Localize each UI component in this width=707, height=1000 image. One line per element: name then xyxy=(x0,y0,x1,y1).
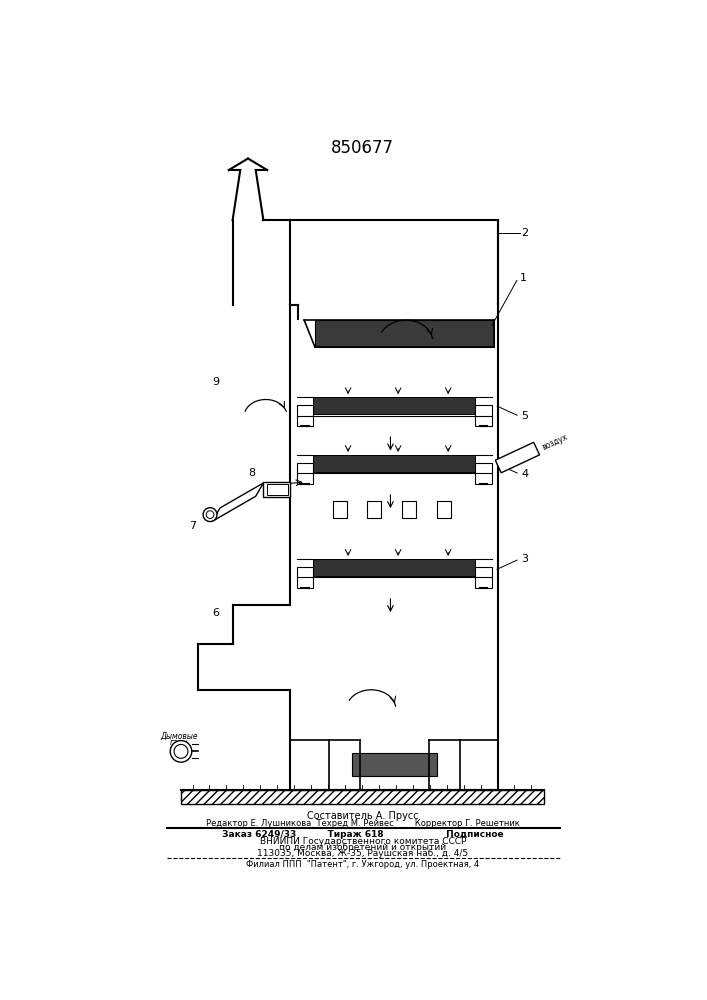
Text: ВНИИПИ Государственного комитета СССР: ВНИИПИ Государственного комитета СССР xyxy=(259,837,466,846)
Polygon shape xyxy=(212,483,264,521)
Bar xyxy=(475,567,492,588)
Text: 9: 9 xyxy=(212,377,219,387)
Bar xyxy=(181,790,544,804)
Text: 5: 5 xyxy=(521,411,528,421)
Circle shape xyxy=(174,744,188,758)
Text: Филиал ППП  "Патент", г. Ужгород, ул. Проектная, 4: Филиал ППП "Патент", г. Ужгород, ул. Про… xyxy=(246,860,479,869)
Bar xyxy=(296,463,313,484)
Text: по делам изобретений и открытий: по делам изобретений и открытий xyxy=(279,843,446,852)
Bar xyxy=(352,753,437,776)
Bar xyxy=(402,501,416,518)
Bar xyxy=(475,405,492,426)
Text: 3: 3 xyxy=(521,554,528,564)
Text: 2: 2 xyxy=(521,228,528,238)
Bar xyxy=(313,455,475,472)
Text: 8: 8 xyxy=(248,468,255,478)
Polygon shape xyxy=(496,442,539,473)
Circle shape xyxy=(203,508,217,522)
Text: Заказ 6249/33          Тираж 618                    Подписное: Заказ 6249/33 Тираж 618 Подписное xyxy=(222,830,503,839)
Text: 7: 7 xyxy=(189,521,197,531)
Text: 113035, Москва, Ж-35, Раушская наб., д. 4/5: 113035, Москва, Ж-35, Раушская наб., д. … xyxy=(257,849,468,858)
Circle shape xyxy=(170,741,192,762)
Bar xyxy=(333,501,346,518)
Circle shape xyxy=(206,511,214,518)
Bar xyxy=(264,482,291,497)
Bar xyxy=(437,501,450,518)
Bar xyxy=(313,397,475,414)
Bar xyxy=(315,320,494,347)
Text: Редактор Е. Лушникова  Техред М. Рейвес        Корректор Г. Решетник: Редактор Е. Лушникова Техред М. Рейвес К… xyxy=(206,819,520,828)
Text: 6: 6 xyxy=(213,608,219,618)
Text: 4: 4 xyxy=(521,469,528,479)
Bar xyxy=(368,501,381,518)
Bar xyxy=(267,484,288,495)
Text: Составитель А. Прусс: Составитель А. Прусс xyxy=(307,811,419,821)
Bar xyxy=(296,405,313,426)
Bar xyxy=(313,559,475,576)
Text: газы: газы xyxy=(170,738,189,747)
Text: воздух: воздух xyxy=(540,433,569,452)
Bar xyxy=(475,463,492,484)
Bar xyxy=(296,567,313,588)
Text: 850677: 850677 xyxy=(331,139,395,157)
Text: Дымовые: Дымовые xyxy=(160,732,198,740)
Text: 1: 1 xyxy=(520,273,527,283)
